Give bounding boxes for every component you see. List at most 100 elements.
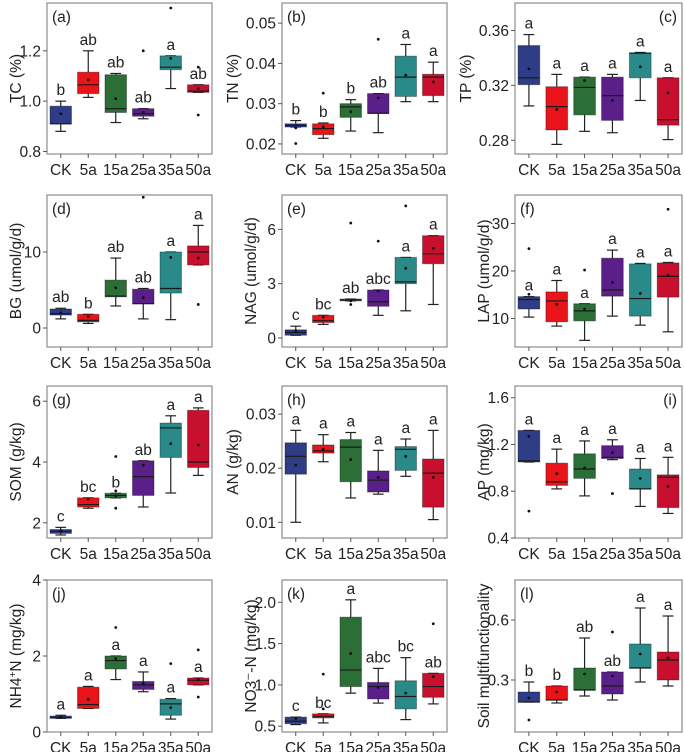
mean-point: [376, 476, 380, 479]
mean-point: [431, 476, 435, 479]
significance-letter: ab: [80, 32, 97, 49]
outlier-point: [114, 626, 118, 629]
x-tick-label: 25a: [365, 740, 391, 752]
outlier-point: [114, 506, 118, 510]
box-15a: a: [573, 422, 596, 497]
panel-label: (g): [52, 392, 71, 409]
x-tick-label: 15a: [338, 740, 364, 752]
x-tick-label: 25a: [130, 740, 156, 752]
box-CK: a: [517, 411, 541, 513]
outlier-point: [376, 37, 380, 41]
box-50a: ab: [187, 65, 210, 117]
y-tick-label: 0.02: [246, 461, 276, 478]
mean-point: [141, 296, 145, 299]
x-tick-label: 35a: [158, 355, 184, 372]
mean-point: [638, 65, 642, 69]
box-25a: a: [132, 653, 155, 693]
box-iqr: [573, 667, 596, 691]
y-tick-label: 0.01: [246, 515, 276, 532]
x-tick-label: 25a: [599, 546, 625, 563]
mean-point: [141, 111, 145, 114]
panel-label: (j): [52, 586, 66, 603]
box-15a: a: [573, 58, 596, 132]
mean-point: [349, 458, 353, 461]
y-tick-label: 0.28: [479, 133, 509, 150]
significance-letter: a: [429, 411, 438, 428]
significance-letter: a: [552, 262, 561, 279]
significance-letter: b: [291, 102, 300, 119]
significance-letter: a: [401, 238, 410, 255]
x-tick-label: 50a: [185, 546, 211, 563]
y-axis-label: TC (%): [8, 54, 25, 103]
outlier-point: [169, 662, 173, 665]
panel-label: (k): [287, 586, 305, 603]
box-iqr: [312, 123, 335, 136]
x-tick-label: 50a: [420, 162, 446, 179]
box-35a: a: [159, 397, 182, 494]
mean-point: [141, 681, 145, 685]
x-tick-label: 15a: [103, 740, 129, 752]
box-CK: a: [517, 247, 541, 318]
box-15a: a: [104, 626, 127, 681]
mean-point: [583, 307, 586, 311]
box-50a: a: [422, 43, 445, 103]
y-axis-label: SOM (g/kg): [8, 422, 25, 501]
box-35a: a: [159, 233, 182, 321]
x-tick-label: 15a: [103, 355, 129, 372]
box-iqr: [187, 409, 210, 468]
box-CK: b: [49, 82, 72, 132]
mean-point: [666, 273, 670, 277]
box-25a: ab: [601, 630, 624, 701]
significance-letter: a: [166, 680, 175, 697]
mean-point: [169, 56, 173, 60]
x-tick-label: 5a: [548, 355, 566, 372]
significance-letter: ab: [576, 619, 593, 636]
mean-point: [349, 299, 353, 303]
box-5a: b: [545, 667, 569, 704]
x-tick-label: 5a: [80, 355, 98, 372]
box-iqr: [628, 643, 652, 669]
box-50a: a: [656, 59, 680, 141]
panel-label: (i): [663, 392, 677, 409]
plot-frame: [514, 579, 683, 733]
box-5a: a: [545, 262, 569, 327]
box-50a: a: [656, 438, 680, 515]
box-5a: a: [545, 430, 569, 490]
mean-point: [349, 652, 353, 655]
y-axis-label: TN (%): [225, 54, 242, 103]
mean-point: [666, 485, 670, 488]
box-iqr: [187, 677, 210, 686]
box-iqr: [394, 446, 417, 471]
y-tick-label: 20: [492, 264, 510, 281]
box-CK: b: [517, 663, 541, 722]
box-15a: a: [339, 414, 362, 499]
panel-label: (h): [287, 392, 306, 409]
significance-letter: a: [346, 414, 355, 431]
x-tick-label: CK: [50, 546, 72, 563]
box-5a: a: [77, 667, 100, 710]
outlier-point: [611, 630, 614, 634]
box-25a: abc: [366, 649, 391, 704]
box-iqr: [77, 71, 100, 95]
box-iqr: [573, 303, 596, 322]
mean-point: [321, 447, 325, 451]
y-tick-label: 0.03: [246, 407, 276, 424]
box-iqr: [77, 313, 100, 323]
box-iqr: [284, 442, 307, 475]
x-tick-label: CK: [285, 546, 307, 563]
x-tick-label: 15a: [103, 162, 129, 179]
box-iqr: [367, 93, 390, 114]
box-5a: a: [545, 55, 569, 145]
box-15a: b: [339, 81, 362, 132]
x-tick-label: 35a: [393, 355, 419, 372]
significance-letter: b: [56, 82, 65, 99]
box-15a: ab: [104, 54, 127, 124]
box-5a: b: [77, 295, 100, 325]
y-axis-label: LAP (umol/g/d): [476, 219, 493, 322]
y-tick-label: 10: [24, 245, 42, 262]
y-axis-label: Soil multifunctionality: [476, 583, 493, 728]
significance-letter: ab: [190, 66, 207, 83]
mean-point: [169, 255, 173, 259]
